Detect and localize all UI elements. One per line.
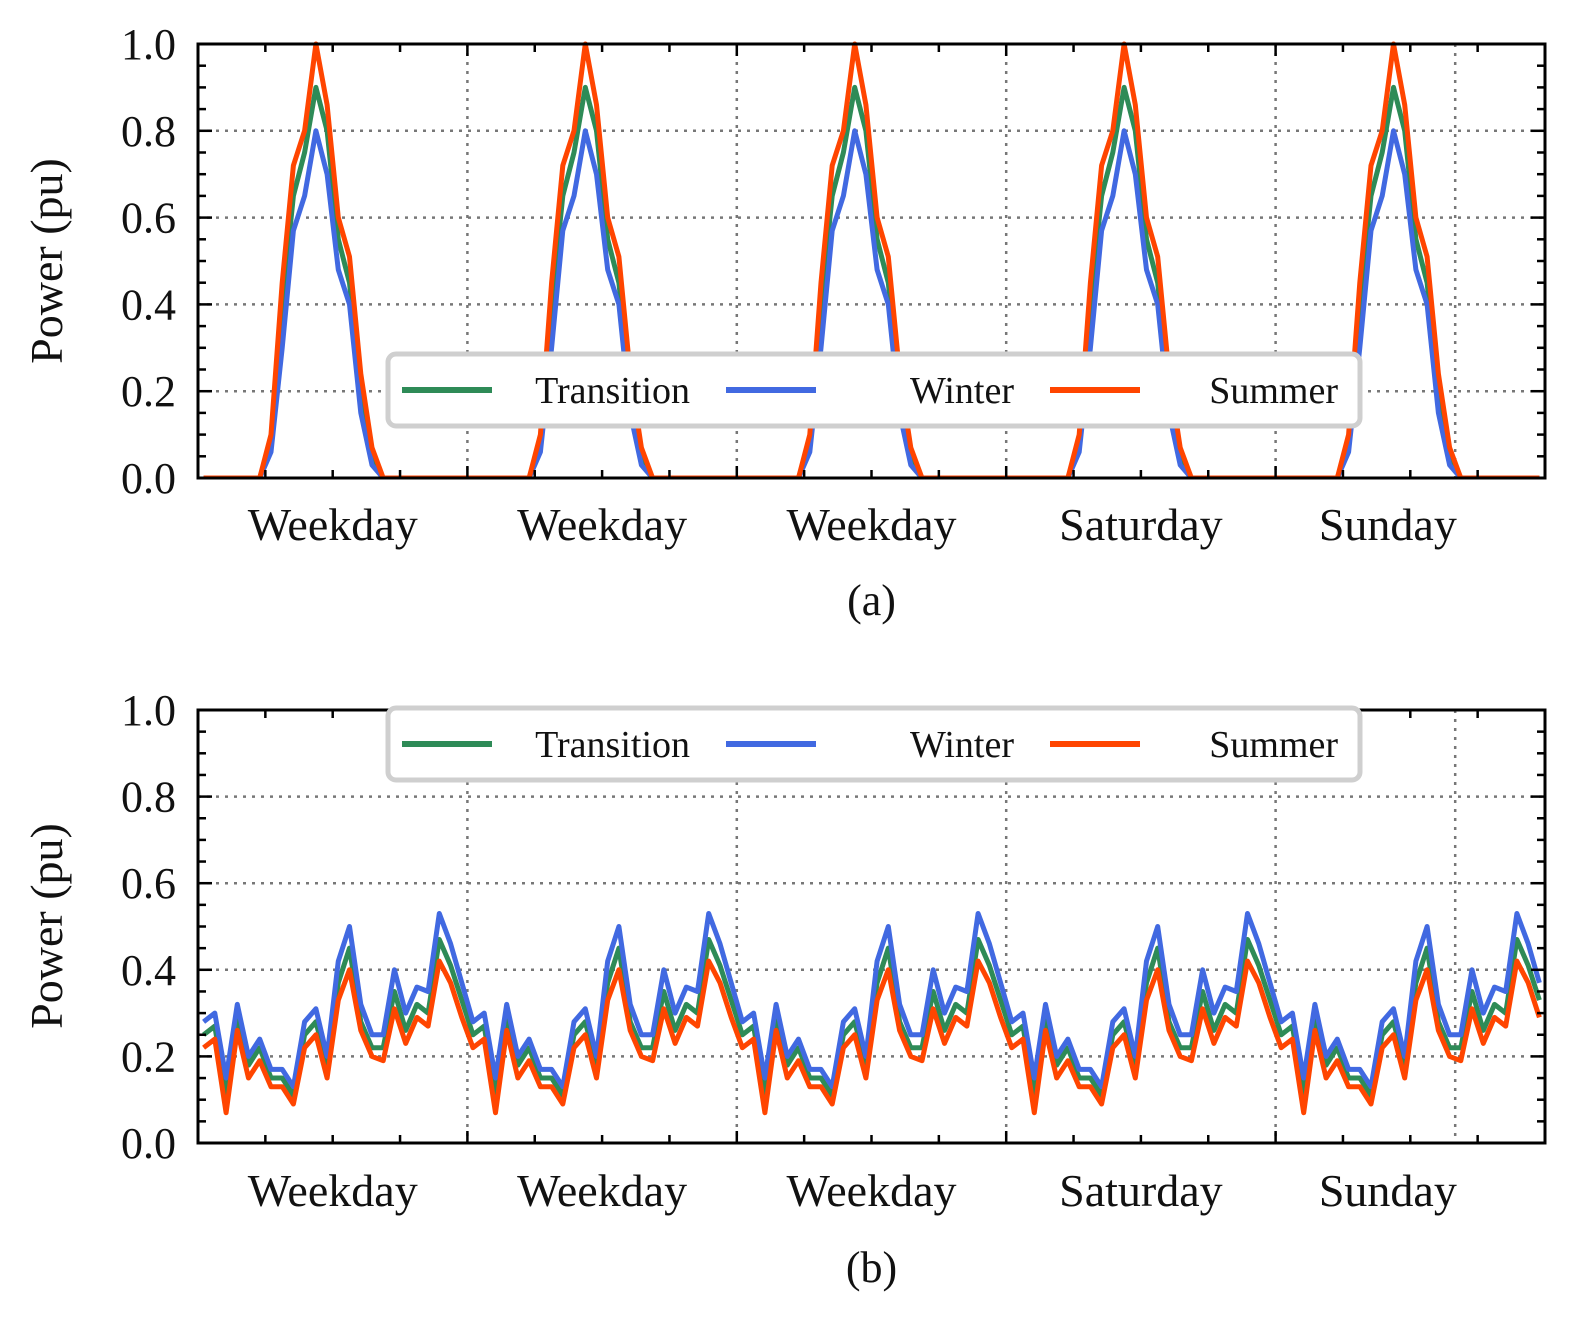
- y-tick-label: 0.2: [121, 1032, 176, 1081]
- legend: Transition Winter Summer: [385, 351, 1363, 429]
- panel-label: (b): [846, 1243, 897, 1292]
- series-line-summer: [202, 958, 1542, 1116]
- legend-label-summer: Summer: [1209, 370, 1338, 412]
- x-category-label: Weekday: [517, 1165, 687, 1216]
- legend-box: [385, 705, 1363, 783]
- x-category-label: Weekday: [517, 499, 687, 550]
- y-tick-label: 0.8: [121, 773, 176, 822]
- x-category-label: Saturday: [1059, 499, 1223, 550]
- y-tick-label: 0.4: [121, 946, 176, 995]
- x-category-label: Saturday: [1059, 1165, 1223, 1216]
- y-tick-label: 1.0: [121, 686, 176, 735]
- series-line-winter: [202, 911, 1542, 1090]
- y-tick-label: 0.0: [121, 1119, 176, 1168]
- legend-label-winter: Winter: [910, 370, 1014, 412]
- chart-panel-a: 0.0 0.2 0.4 0.6 0.8 1.0 Weekday Weekday Weekday S…: [21, 20, 1547, 625]
- legend: Transition Winter Summer: [385, 705, 1363, 783]
- series-line-winter: [203, 128, 1540, 478]
- y-tick-label: 0.8: [121, 107, 176, 156]
- y-tick-label: 0.6: [121, 194, 176, 243]
- legend-box: [385, 351, 1363, 429]
- x-category-label: Weekday: [248, 499, 418, 550]
- series-line-summer: [203, 41, 1540, 478]
- y-tick-label: 0.2: [121, 367, 176, 416]
- legend-label-transition: Transition: [535, 724, 690, 766]
- x-category-label: Weekday: [787, 499, 957, 550]
- y-tick-label: 0.0: [121, 454, 176, 503]
- x-category-label: Sunday: [1319, 1165, 1457, 1216]
- chart-panel-b: 0.0 0.2 0.4 0.6 0.8 1.0 Weekday Weekday Weekday S…: [21, 686, 1547, 1292]
- legend-label-summer: Summer: [1209, 724, 1338, 766]
- y-tick-label: 0.4: [121, 280, 176, 329]
- panel-label: (a): [847, 576, 896, 625]
- y-axis-label: Power (pu): [21, 823, 72, 1029]
- legend-label-winter: Winter: [910, 724, 1014, 766]
- x-category-label: Weekday: [248, 1165, 418, 1216]
- legend-label-transition: Transition: [535, 370, 690, 412]
- y-tick-label: 0.6: [121, 859, 176, 908]
- y-axis-label: Power (pu): [21, 158, 72, 364]
- y-tick-label: 1.0: [121, 20, 176, 69]
- x-category-label: Weekday: [787, 1165, 957, 1216]
- x-category-label: Sunday: [1319, 499, 1457, 550]
